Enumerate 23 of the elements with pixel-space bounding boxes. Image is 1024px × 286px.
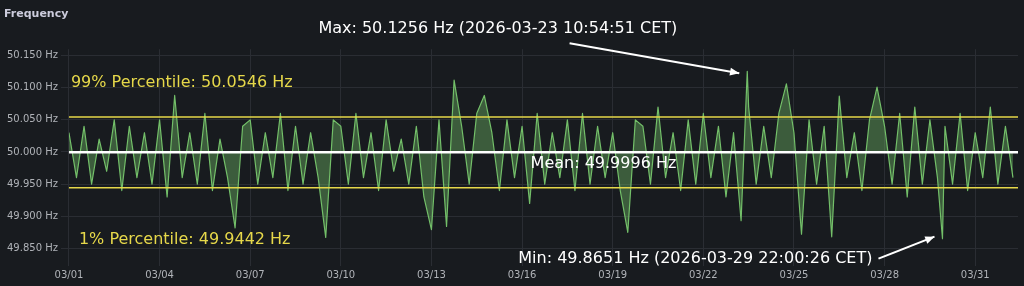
ref-line-label: 99% Percentile: 50.0546 Hz [70,72,293,92]
x-tick-label: 03/16 [507,268,537,280]
x-tick-label: 03/28 [870,268,899,280]
y-tick-label: 50.150 Hz [7,49,58,61]
y-tick-label: 50.000 Hz [7,145,58,157]
ref-line-label: 1% Percentile: 49.9442 Hz [78,229,291,248]
chart-title: Frequency [4,7,69,21]
annotation: Min: 49.8651 Hz (2026-03-29 22:00:26 CET) [518,247,873,267]
y-tick-label: 49.950 Hz [7,177,58,189]
annotation: Max: 50.1256 Hz (2026-03-23 10:54:51 CET) [318,18,678,38]
x-tick-label: 03/04 [145,268,174,280]
x-tick-label: 03/19 [598,268,628,280]
x-tick-label: 03/10 [326,268,356,280]
x-tick-label: 03/31 [960,268,990,280]
x-tick-label: 03/22 [688,268,718,280]
y-tick-label: 49.900 Hz [7,209,58,221]
x-tick-label: 03/07 [235,268,265,280]
x-tick-label: 03/01 [54,268,84,280]
x-tick-label: 03/13 [417,268,446,280]
y-tick-label: 50.050 Hz [7,113,58,125]
y-tick-label: 49.850 Hz [7,241,58,253]
y-tick-label: 50.100 Hz [7,81,58,93]
x-tick-label: 03/25 [779,268,809,280]
